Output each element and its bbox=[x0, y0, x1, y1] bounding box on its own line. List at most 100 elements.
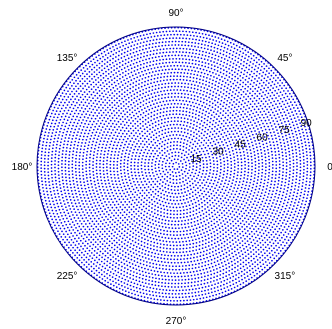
scatter-point bbox=[134, 117, 137, 120]
scatter-point bbox=[116, 160, 119, 163]
scatter-point bbox=[93, 147, 96, 150]
scatter-point bbox=[256, 263, 259, 266]
scatter-point bbox=[80, 145, 83, 147]
scatter-point bbox=[119, 183, 122, 186]
scatter-point bbox=[74, 237, 76, 240]
scatter-point bbox=[190, 188, 192, 191]
scatter-point bbox=[100, 269, 103, 271]
scatter-point bbox=[224, 227, 227, 229]
scatter-point bbox=[107, 91, 110, 93]
scatter-point bbox=[117, 209, 120, 212]
scatter-point bbox=[95, 166, 98, 168]
scatter-point bbox=[235, 205, 238, 208]
scatter-point bbox=[157, 87, 160, 90]
scatter-point bbox=[156, 150, 158, 152]
scatter-point bbox=[193, 123, 195, 126]
scatter-point bbox=[75, 177, 78, 180]
scatter-point bbox=[218, 251, 221, 254]
scatter-point bbox=[95, 131, 98, 134]
scatter-point bbox=[146, 146, 149, 148]
scatter-point bbox=[232, 283, 235, 286]
scatter-point bbox=[95, 122, 98, 125]
scatter-point bbox=[70, 127, 73, 130]
scatter-point bbox=[123, 274, 125, 277]
scatter-point bbox=[160, 65, 162, 68]
scatter-point bbox=[121, 245, 124, 248]
scatter-point bbox=[126, 236, 128, 239]
scatter-point bbox=[260, 211, 262, 213]
scatter-point bbox=[80, 122, 83, 124]
scatter-point bbox=[256, 95, 259, 98]
scatter-point bbox=[246, 240, 249, 242]
scatter-point bbox=[277, 214, 280, 217]
scatter-point bbox=[149, 221, 152, 224]
scatter-point bbox=[147, 186, 150, 188]
scatter-point bbox=[168, 292, 170, 295]
scatter-point bbox=[62, 104, 65, 107]
scatter-point bbox=[191, 31, 194, 34]
scatter-point bbox=[301, 142, 303, 145]
scatter-point bbox=[201, 32, 204, 35]
scatter-point bbox=[74, 202, 77, 205]
scatter-point bbox=[129, 76, 131, 78]
scatter-point bbox=[268, 82, 270, 84]
scatter-point bbox=[102, 55, 104, 58]
scatter-point bbox=[145, 141, 148, 143]
scatter-point bbox=[223, 279, 226, 282]
scatter-point bbox=[227, 215, 230, 218]
scatter-point bbox=[119, 162, 122, 165]
scatter-point bbox=[134, 145, 137, 148]
scatter-point bbox=[130, 168, 132, 170]
scatter-point bbox=[278, 135, 280, 138]
scatter-point bbox=[130, 281, 133, 284]
scatter-point bbox=[151, 107, 154, 110]
scatter-point bbox=[129, 122, 132, 125]
scatter-point bbox=[58, 147, 61, 150]
scatter-point bbox=[244, 277, 246, 279]
scatter-point bbox=[114, 277, 117, 280]
scatter-point bbox=[166, 209, 169, 211]
scatter-point bbox=[234, 59, 237, 62]
scatter-point bbox=[107, 179, 110, 182]
scatter-point bbox=[293, 191, 295, 194]
scatter-point bbox=[242, 234, 245, 237]
scatter-point bbox=[144, 267, 146, 270]
scatter-point bbox=[172, 109, 175, 112]
scatter-point bbox=[109, 262, 111, 265]
scatter-point bbox=[115, 262, 118, 265]
scatter-point bbox=[132, 82, 135, 84]
scatter-point bbox=[276, 217, 279, 220]
scatter-point bbox=[295, 133, 298, 136]
scatter-point bbox=[216, 160, 219, 163]
scatter-point bbox=[211, 291, 213, 294]
scatter-point bbox=[134, 109, 136, 112]
scatter-point bbox=[230, 164, 233, 166]
scatter-point bbox=[160, 211, 162, 213]
scatter-point bbox=[210, 224, 213, 227]
scatter-point bbox=[161, 164, 164, 166]
scatter-point bbox=[98, 106, 100, 109]
scatter-point bbox=[195, 205, 198, 207]
scatter-point bbox=[198, 145, 201, 147]
scatter-point bbox=[202, 79, 204, 82]
scatter-point bbox=[61, 169, 63, 172]
scatter-point bbox=[77, 77, 80, 80]
scatter-point bbox=[143, 151, 145, 154]
scatter-point bbox=[273, 199, 275, 201]
scatter-point bbox=[119, 86, 121, 88]
scatter-point bbox=[198, 50, 201, 52]
scatter-point bbox=[76, 180, 78, 183]
scatter-point bbox=[285, 137, 288, 140]
scatter-point bbox=[152, 134, 155, 137]
scatter-point bbox=[172, 182, 175, 184]
scatter-point bbox=[140, 52, 142, 55]
scatter-point bbox=[148, 209, 150, 212]
scatter-point bbox=[161, 83, 163, 86]
scatter-point bbox=[50, 157, 53, 159]
scatter-point bbox=[76, 95, 78, 98]
scatter-point bbox=[228, 105, 230, 108]
scatter-point bbox=[222, 253, 225, 256]
scatter-point bbox=[257, 67, 260, 69]
scatter-point bbox=[58, 177, 60, 180]
scatter-point bbox=[274, 239, 277, 242]
